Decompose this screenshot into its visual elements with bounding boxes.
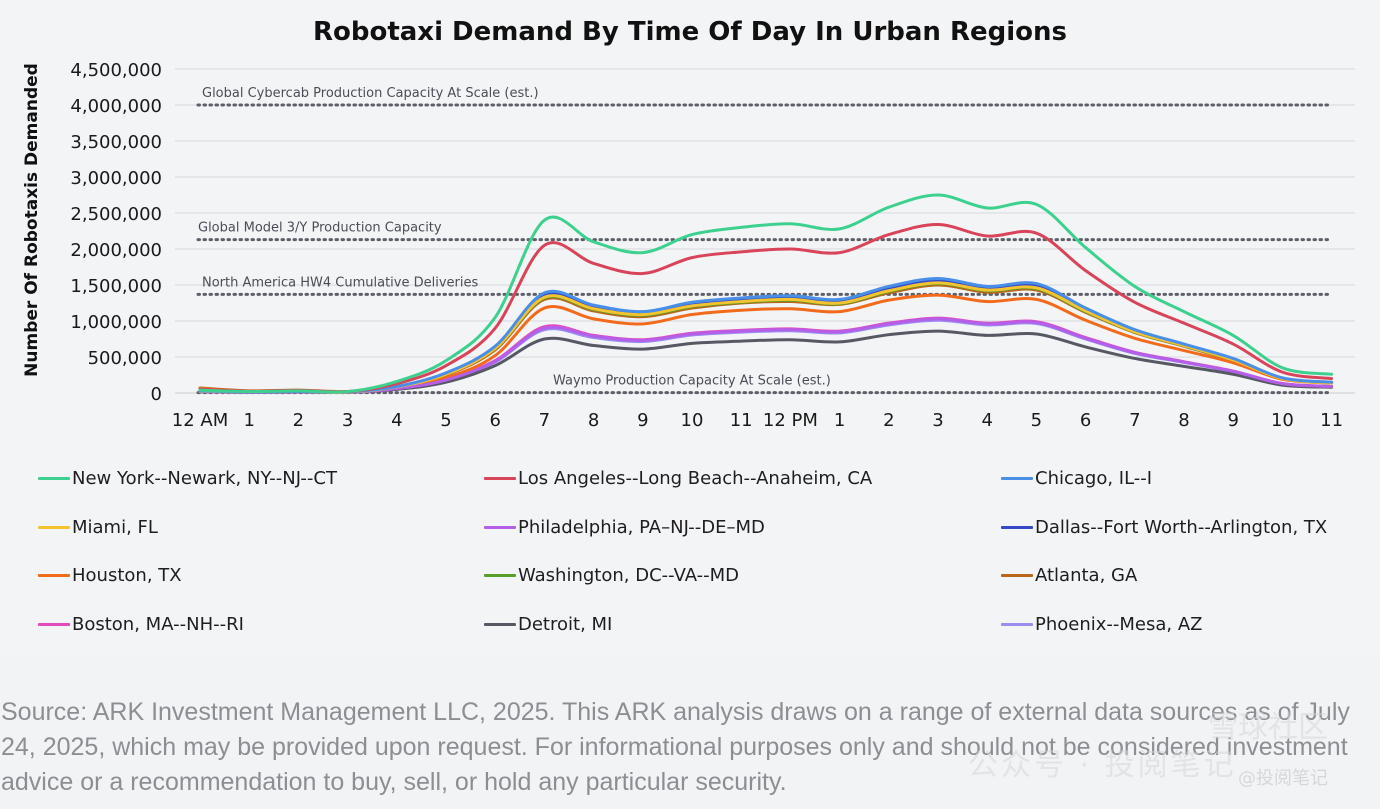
chart-card: Robotaxi Demand By Time Of Day In Urban … bbox=[22, 17, 1368, 648]
x-tick-label: 8 bbox=[588, 410, 599, 431]
legend-swatch bbox=[38, 623, 70, 626]
legend-swatch bbox=[484, 623, 516, 626]
footer: Source: ARK Investment Management LLC, 2… bbox=[0, 655, 1380, 809]
legend-item: Atlanta, GA bbox=[1001, 565, 1137, 586]
legend-label: Miami, FL bbox=[72, 517, 158, 538]
x-tick-label: 12 AM bbox=[172, 410, 228, 431]
legend-label: Boston, MA--NH--RI bbox=[72, 614, 244, 635]
legend-label: Dallas--Fort Worth--Arlington, TX bbox=[1035, 517, 1328, 538]
x-tick-label: 3 bbox=[342, 410, 353, 431]
legend-item: Los Angeles--Long Beach--Anaheim, CA bbox=[484, 468, 872, 489]
legend-item: Philadelphia, PA–NJ--DE–MD bbox=[484, 517, 765, 538]
x-tick-label: 2 bbox=[883, 410, 894, 431]
y-tick-label: 500,000 bbox=[88, 348, 162, 369]
x-tick-label: 8 bbox=[1178, 410, 1189, 431]
series-line-5 bbox=[198, 317, 1334, 394]
legend-swatch bbox=[1001, 623, 1033, 626]
x-tick-label: 10 bbox=[681, 410, 704, 431]
legend-swatch bbox=[38, 574, 70, 577]
x-tick-label: 11 bbox=[1320, 410, 1343, 431]
y-tick-label: 0 bbox=[151, 384, 162, 405]
source-note: Source: ARK Investment Management LLC, 2… bbox=[1, 698, 1350, 796]
x-tick-label: 1 bbox=[243, 410, 254, 431]
legend-swatch bbox=[38, 477, 70, 480]
y-axis-label: Number Of Robotaxis Demanded bbox=[22, 63, 42, 377]
legend-label: Atlanta, GA bbox=[1035, 565, 1138, 586]
y-tick-label: 3,500,000 bbox=[70, 132, 162, 153]
legend-item: Houston, TX bbox=[38, 565, 182, 586]
x-tick-label: 7 bbox=[1129, 410, 1140, 431]
legend-swatch bbox=[1001, 526, 1033, 529]
reference-line-label: North America HW4 Cumulative Deliveries bbox=[202, 275, 478, 290]
legend-swatch bbox=[1001, 574, 1033, 577]
legend-item: Chicago, IL--I bbox=[1001, 468, 1152, 489]
legend-label: Chicago, IL--I bbox=[1035, 468, 1153, 489]
x-tick-label: 4 bbox=[981, 410, 992, 431]
legend-label: New York--Newark, NY--NJ--CT bbox=[72, 468, 337, 489]
legend-swatch bbox=[38, 526, 70, 529]
x-tick-label: 12 PM bbox=[763, 410, 818, 431]
chart-svg: Robotaxi Demand By Time Of Day In Urban … bbox=[22, 17, 1355, 431]
x-tick-label: 1 bbox=[834, 410, 845, 431]
legend-item: New York--Newark, NY--NJ--CT bbox=[38, 468, 337, 489]
series-line-2 bbox=[198, 223, 1334, 394]
y-tick-label: 1,500,000 bbox=[70, 276, 162, 297]
y-tick-label: 2,500,000 bbox=[70, 204, 162, 225]
reference-line-label: Waymo Production Capacity At Scale (est.… bbox=[553, 374, 831, 389]
chart-title: Robotaxi Demand By Time Of Day In Urban … bbox=[313, 17, 1067, 47]
legend-item: Phoenix--Mesa, AZ bbox=[1001, 614, 1203, 635]
x-tick-label: 6 bbox=[1080, 410, 1091, 431]
x-tick-label: 11 bbox=[730, 410, 753, 431]
legend-label: Houston, TX bbox=[72, 565, 182, 586]
x-tick-label: 5 bbox=[440, 410, 451, 431]
reference-line-label: Global Model 3/Y Production Capacity bbox=[198, 221, 442, 236]
x-tick-label: 5 bbox=[1031, 410, 1042, 431]
reference-lines: Global Cybercab Production Capacity At S… bbox=[196, 86, 1332, 395]
y-tick-labels: 0 500,000 1,000,000 1,500,000 2,000,000 2,500… bbox=[70, 60, 162, 405]
legend-label: Philadelphia, PA–NJ--DE–MD bbox=[518, 517, 765, 538]
legend-item: Dallas--Fort Worth--Arlington, TX bbox=[1001, 517, 1327, 538]
x-tick-label: 7 bbox=[539, 410, 550, 431]
y-tick-label: 4,000,000 bbox=[70, 96, 162, 117]
series-line-1 bbox=[198, 193, 1334, 394]
series-layer bbox=[198, 193, 1334, 394]
legend-swatch bbox=[484, 477, 516, 480]
y-tick-label: 1,000,000 bbox=[70, 312, 162, 333]
x-tick-label: 2 bbox=[293, 410, 304, 431]
legend-item: Washington, DC--VA--MD bbox=[484, 565, 739, 586]
x-tick-label: 9 bbox=[1227, 410, 1238, 431]
legend: New York--Newark, NY--NJ--CT Los Angeles-… bbox=[38, 468, 1368, 648]
legend-swatch bbox=[484, 574, 516, 577]
y-tick-label: 3,000,000 bbox=[70, 168, 162, 189]
legend-swatch bbox=[1001, 477, 1033, 480]
y-tick-label: 4,500,000 bbox=[70, 60, 162, 81]
x-tick-labels: 12 AM 1 2 3 4 5 6 7 8 9 10 11 12 PM 1 2 3 4 5 6 7 8 9 10 11 bbox=[172, 410, 1343, 431]
legend-label: Phoenix--Mesa, AZ bbox=[1035, 614, 1203, 635]
x-tick-label: 4 bbox=[391, 410, 402, 431]
x-tick-label: 3 bbox=[932, 410, 943, 431]
reference-line-label: Global Cybercab Production Capacity At S… bbox=[202, 86, 539, 101]
x-tick-label: 10 bbox=[1271, 410, 1294, 431]
y-tick-label: 2,000,000 bbox=[70, 240, 162, 261]
legend-item: Boston, MA--NH--RI bbox=[38, 614, 244, 635]
x-tick-label: 9 bbox=[637, 410, 648, 431]
legend-swatch bbox=[484, 526, 516, 529]
legend-label: Los Angeles--Long Beach--Anaheim, CA bbox=[518, 468, 873, 489]
legend-item: Detroit, MI bbox=[484, 614, 612, 635]
series-line-3 bbox=[198, 277, 1334, 394]
legend-label: Washington, DC--VA--MD bbox=[518, 565, 740, 586]
x-tick-label: 6 bbox=[489, 410, 500, 431]
legend-label: Detroit, MI bbox=[518, 614, 613, 635]
legend-item: Miami, FL bbox=[38, 517, 158, 538]
